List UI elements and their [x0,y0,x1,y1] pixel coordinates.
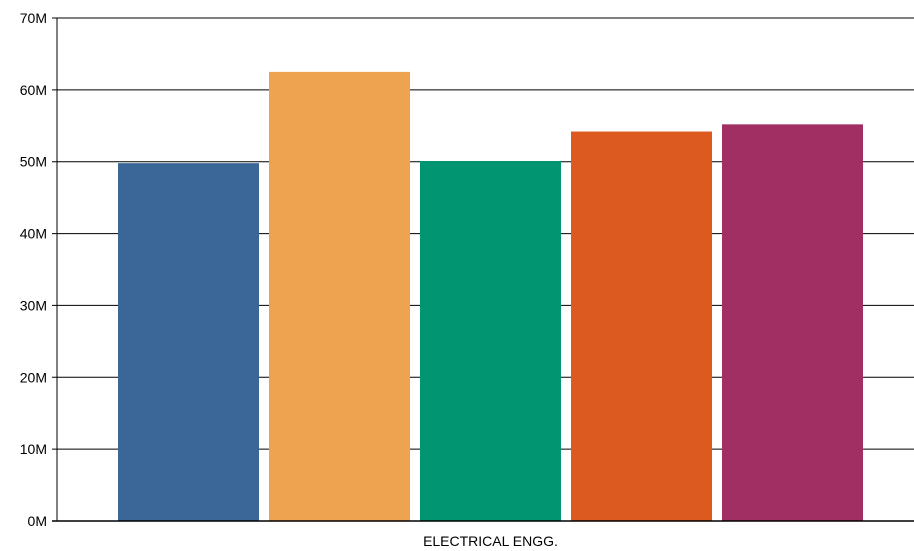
x-category-label: ELECTRICAL ENGG. [423,533,558,549]
bar [571,131,712,521]
y-tick-label: 20M [20,369,47,385]
y-tick-label: 60M [20,82,47,98]
y-tick-label: 70M [20,10,47,26]
y-tick-label: 0M [28,513,47,529]
y-axis-tick-labels: 0M 10M 20M 30M 40M 50M 60M 70M [20,10,47,529]
y-tick-label: 30M [20,297,47,313]
bar [269,71,410,522]
bar [420,160,561,521]
y-tick-label: 50M [20,154,47,170]
y-tick-label: 10M [20,441,47,457]
y-tick-label: 40M [20,226,47,242]
bars [118,71,863,522]
bar [722,124,863,521]
bar [118,163,259,521]
